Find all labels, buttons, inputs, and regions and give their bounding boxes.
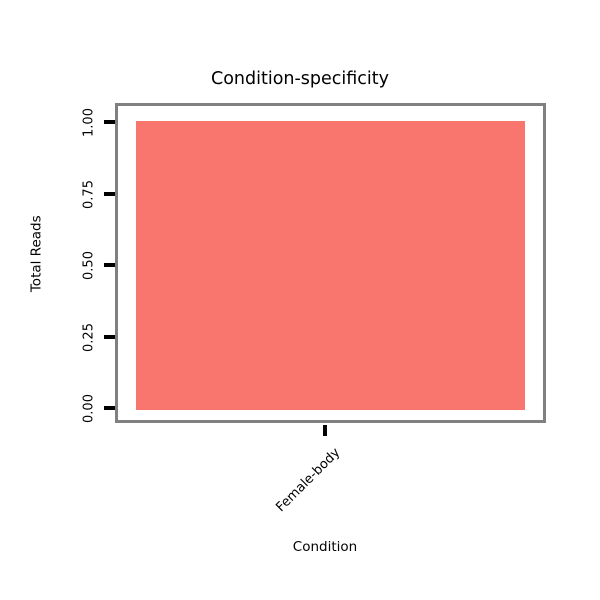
y-tick-label-0.25: 0.25 xyxy=(81,323,97,352)
y-axis-title: Total Reads xyxy=(28,215,45,293)
y-tick-label-0.50: 0.50 xyxy=(81,251,97,280)
panel-background xyxy=(118,106,543,420)
y-tick-mark-0.50 xyxy=(104,263,115,267)
x-tick-label-female-body: Female-body xyxy=(273,445,344,516)
y-tick-mark-0.75 xyxy=(104,192,115,196)
plot-panel xyxy=(115,103,546,423)
x-tick-mark-female-body xyxy=(323,425,327,436)
y-tick-label-0.00: 0.00 xyxy=(81,394,97,423)
x-axis-title: Condition xyxy=(292,539,358,555)
y-tick-label-0.75: 0.75 xyxy=(81,180,97,209)
y-tick-label-1.00: 1.00 xyxy=(81,108,97,137)
bar-female-body[interactable] xyxy=(136,121,525,410)
y-tick-mark-1.00 xyxy=(104,120,115,124)
y-tick-mark-0.25 xyxy=(104,335,115,339)
chart-title: Condition-specificity xyxy=(210,69,390,89)
bars-layer xyxy=(118,106,543,420)
y-tick-mark-0.00 xyxy=(104,406,115,410)
